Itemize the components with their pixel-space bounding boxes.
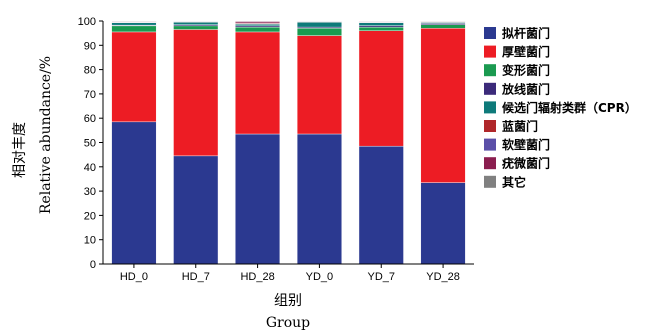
bar-segment-HD_7-s2: [173, 25, 219, 30]
legend-swatch-2: [484, 64, 496, 77]
bar-segment-YD_28-s2: [420, 24, 466, 29]
bar-segment-HD_28-s4: [235, 23, 281, 27]
bar-segment-HD_28-s7: [235, 21, 281, 24]
bar-segment-HD_7-s4: [173, 22, 219, 25]
y-tick-label-70: 70: [84, 89, 96, 101]
bar-segment-HD_0-s0: [111, 121, 157, 265]
legend-label-4: 候选门辐射类群（CPR）: [502, 100, 637, 115]
x-tick-label-YD_0: YD_0: [306, 271, 334, 283]
y-tick-label-60: 60: [84, 113, 96, 125]
legend-swatch-8: [484, 175, 496, 188]
y-axis-title-zh: 相对丰度: [12, 122, 28, 178]
legend-label-8: 其它: [502, 174, 526, 189]
legend-swatch-3: [484, 82, 496, 95]
bar-segment-YD_28-s1: [420, 28, 466, 183]
bar-segment-YD_28-s0: [420, 182, 466, 265]
x-axis-title-zh: 组别: [274, 293, 302, 309]
legend-swatch-5: [484, 120, 496, 132]
y-tick-label-0: 0: [90, 259, 96, 271]
bar-segment-YD_7-s2: [358, 26, 404, 31]
legend-label-2: 变形菌门: [502, 63, 550, 78]
bar-segment-HD_7-s0: [173, 155, 219, 265]
legend-swatch-7: [484, 157, 496, 170]
legend-label-0: 拟杆菌门: [502, 26, 550, 41]
bar-segment-YD_0-s0: [296, 133, 342, 265]
y-tick-label-40: 40: [84, 162, 96, 174]
y-axis-title-en: Relative abundance/%: [38, 56, 54, 214]
x-tick-label-HD_28: HD_28: [240, 271, 274, 283]
y-tick-label-100: 100: [78, 16, 96, 28]
y-tick-label-20: 20: [84, 210, 96, 222]
y-tick-label-30: 30: [84, 186, 96, 198]
bar-segment-HD_7-s1: [173, 29, 219, 157]
legend-swatch-1: [484, 45, 496, 58]
y-tick-label-90: 90: [84, 40, 96, 52]
legend-swatch-6: [484, 138, 496, 151]
legend-swatch-0: [484, 27, 496, 39]
x-tick-label-YD_28: YD_28: [426, 271, 460, 283]
y-tick-label-50: 50: [84, 138, 96, 150]
legend-label-5: 蓝菌门: [502, 119, 538, 134]
bar-segment-YD_7-s3: [358, 25, 404, 28]
x-axis-title-en: Group: [266, 315, 310, 331]
legend-label-3: 放线菌门: [501, 81, 550, 96]
y-tick-label-80: 80: [84, 65, 96, 77]
bar-segment-HD_0-s4: [111, 22, 157, 26]
x-tick-label-YD_7: YD_7: [367, 271, 395, 283]
legend-swatch-4: [484, 101, 496, 114]
bars-layer: [111, 20, 466, 265]
bar-segment-YD_7-s1: [358, 30, 404, 147]
bar-segment-YD_0-s4: [296, 22, 342, 28]
x-tick-label-HD_0: HD_0: [120, 271, 148, 283]
bar-segment-HD_28-s2: [235, 26, 281, 33]
y-tick-label-10: 10: [84, 235, 96, 247]
bar-segment-YD_7-s0: [358, 145, 404, 265]
legend-label-7: 疣微菌门: [502, 156, 550, 171]
bar-segment-HD_0-s1: [111, 31, 157, 123]
bar-segment-YD_7-s4: [358, 22, 404, 26]
bar-segment-HD_28-s0: [235, 133, 281, 265]
axes-layer: 0 10 20 30 40 50 60 70 80 90 100 HD_0 HD_7 HD_28 YD_0 Y…: [78, 16, 474, 283]
bar-segment-YD_0-s1: [296, 35, 342, 135]
bar-segment-HD_0-s2: [111, 25, 157, 33]
legend-label-1: 厚壁菌门: [502, 44, 550, 59]
bar-segment-HD_28-s1: [235, 31, 281, 135]
legend-label-6: 软壁菌门: [502, 137, 550, 152]
bar-segment-YD_0-s2: [296, 28, 342, 36]
x-tick-label-HD_7: HD_7: [182, 271, 210, 283]
